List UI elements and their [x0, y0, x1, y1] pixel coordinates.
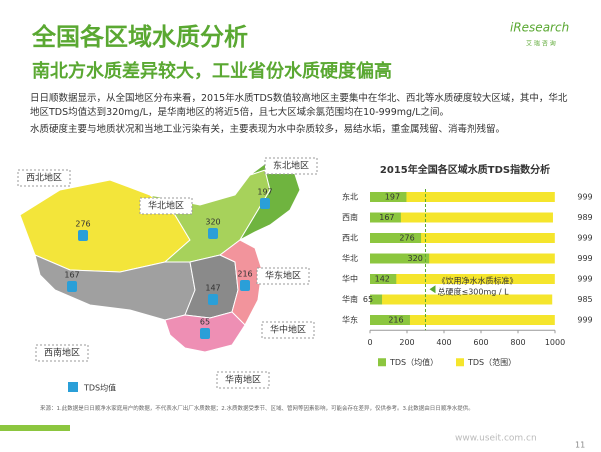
category-label: 华东: [342, 315, 358, 325]
region-value: 320: [205, 218, 220, 227]
category-label: 华南: [342, 294, 358, 304]
mean-bar: [370, 233, 422, 243]
subtitle: 南北方水质差异较大，工业省份水质硬度偏高: [32, 60, 392, 82]
annotation: 《饮用净水水质标准》: [438, 276, 518, 286]
footer-note: 来源：1.此数据是日日顺净水家庭用户的数据，不代表水厂出厂水质数据；2.水质数据…: [40, 406, 474, 412]
category-label: 华北: [342, 253, 358, 263]
title: 全国各区域水质分析: [31, 23, 248, 51]
mean-bar: [370, 294, 383, 305]
region-value: 65: [200, 318, 210, 327]
region-icon: [260, 198, 270, 209]
region-label: 华北地区: [148, 200, 184, 212]
region-label: 华南地区: [225, 374, 261, 386]
region-xibei: [19, 179, 191, 273]
range-bar: [370, 253, 555, 264]
region-icon: [200, 328, 210, 339]
x-tick-label: 0: [367, 338, 372, 347]
x-tick-label: 200: [399, 338, 414, 347]
mean-label: 167: [379, 213, 394, 222]
region-value: 147: [205, 284, 220, 293]
region-label-box: [139, 197, 193, 215]
mean-bar: [370, 315, 410, 325]
region-icon: [208, 228, 218, 239]
paragraph: 水质硬度主要与地质状况和当地工业污染有关，主要表现为水中杂质较多，易结水垢，重金…: [30, 124, 506, 135]
legend-icon: [68, 382, 78, 392]
category-label: 华中: [342, 274, 358, 284]
mean-label: 320: [408, 254, 423, 263]
category-label: 西北: [342, 234, 358, 243]
mean-bar: [370, 212, 401, 223]
region-label: 东北地区: [273, 160, 309, 172]
chart-title: 2015年全国各区域水质TDS指数分析: [380, 163, 550, 176]
region-label-box: [264, 157, 318, 175]
map-legend: TDS均值: [83, 383, 116, 393]
annotation-arrow: [429, 285, 436, 294]
x-tick-label: 800: [510, 338, 525, 347]
category-label: 西南: [342, 212, 358, 222]
region-label-box: [17, 169, 71, 187]
mean-label: 216: [388, 316, 403, 325]
mean-label: 197: [385, 193, 400, 202]
region-label-box: [35, 344, 89, 362]
region-icon: [67, 281, 77, 292]
mean-label: 142: [375, 275, 390, 284]
range-label: 999: [577, 275, 592, 284]
range-bar: [370, 294, 553, 305]
range-bar: [370, 315, 555, 325]
region-value: 167: [64, 271, 79, 280]
range-bar: [370, 274, 555, 284]
region-value: 216: [237, 270, 252, 279]
legend-swatch: [456, 358, 464, 367]
page-number: 11: [575, 441, 585, 450]
mean-label: 65: [363, 295, 373, 304]
logo-sub: 艾 瑞 咨 询: [526, 40, 556, 48]
mean-bar: [370, 274, 397, 284]
x-tick-label: 400: [436, 338, 451, 347]
category-label: 东北: [342, 192, 358, 202]
legend-label: TDS（范围）: [467, 357, 516, 367]
footer-bar: [0, 425, 70, 431]
region-icon: [208, 294, 218, 305]
range-label: 999: [577, 254, 592, 263]
range-label: 999: [577, 193, 592, 202]
region-value: 197: [257, 188, 272, 197]
body: 日日顺数据显示，从全国地区分布来看，2015年水质TDS数值较高地区主要集中在华…: [30, 93, 568, 135]
region-label: 华中地区: [270, 324, 306, 336]
region-label: 华东地区: [265, 270, 301, 282]
range-label: 985: [577, 295, 592, 304]
region-label-box: [216, 371, 270, 389]
logo: iResearch: [510, 21, 569, 35]
region-label: 西北地区: [26, 172, 62, 184]
legend-label: TDS（均值）: [389, 357, 438, 367]
range-label: 999: [577, 234, 592, 243]
mean-bar: [370, 253, 430, 264]
x-tick-label: 1000: [545, 338, 565, 347]
range-label: 989: [577, 213, 592, 222]
range-bar: [370, 192, 555, 202]
paragraph: 日日顺数据显示，从全国地区分布来看，2015年水质TDS数值较高地区主要集中在华…: [30, 93, 568, 118]
region-label-box: [256, 267, 310, 285]
legend-swatch: [378, 358, 386, 367]
range-bar: [370, 212, 553, 223]
range-bar: [370, 233, 555, 243]
annotation: 总硬度≤300mg / L: [438, 287, 510, 297]
region-icon: [78, 230, 88, 241]
mean-label: 276: [399, 234, 414, 243]
note-text: 来源：1.此数据是日日顺净水家庭用户的数据，不代表水厂出厂水质数据；2.水质数据…: [40, 406, 474, 412]
range-label: 999: [577, 316, 592, 325]
region-label-box: [261, 321, 315, 339]
x-tick-label: 600: [473, 338, 488, 347]
region-icon: [240, 280, 250, 291]
region-label: 西南地区: [44, 347, 80, 359]
region-value: 276: [75, 220, 90, 229]
mean-bar: [370, 192, 407, 202]
watermark: www.useit.com.cn: [455, 434, 537, 444]
